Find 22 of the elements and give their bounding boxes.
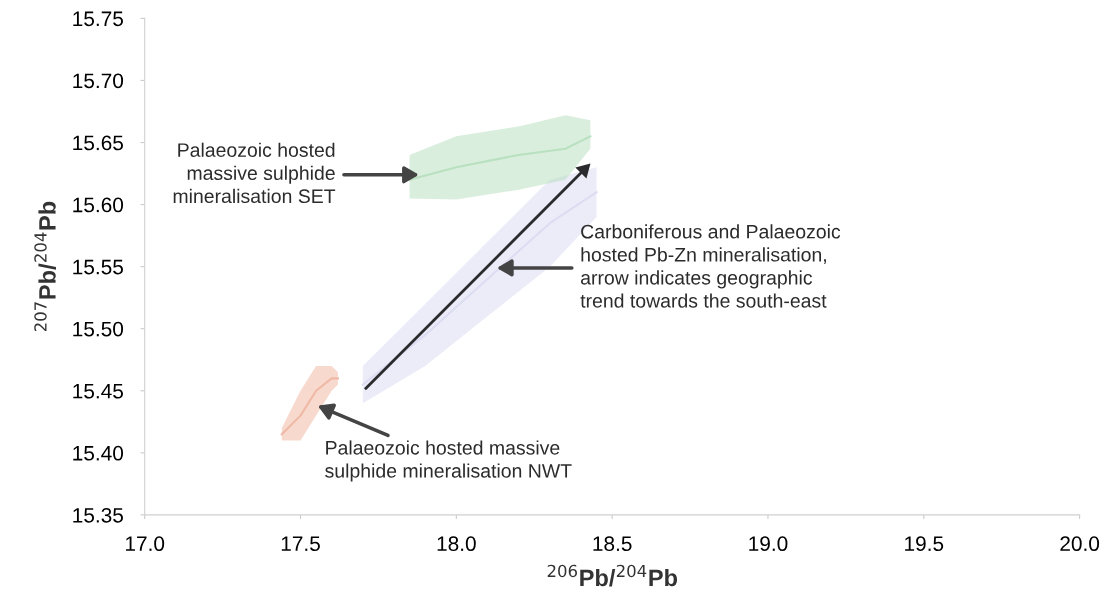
x-tick-label: 18.0 [437,536,476,552]
y-tick-label: 15.40 [73,445,124,461]
y-tick-label: 15.45 [73,384,123,399]
annotation: Palaeozoic hosted massive sulphide mineralisation NWT [325,440,572,482]
y-tick-label: 15.55 [73,259,123,275]
y-tick-label: 15.75 [73,11,123,27]
x-axis-title: $^{206}$Pb/$^{204}$Pb [547,564,678,587]
y-tick-label: 15.65 [73,135,123,151]
y-tick-label: 15.35 [73,507,123,523]
x-tick-label: 19.5 [905,536,944,552]
x-tick-label: 19.0 [749,536,788,552]
y-tick-label: 15.60 [73,197,124,213]
y-axis-title: $^{207}$Pb/$^{204}$Pb [34,201,57,332]
y-tick-label: 15.70 [73,73,124,89]
x-tick-label: 17.0 [126,536,165,552]
x-tick-label: 20.0 [1060,536,1100,552]
line-series [280,377,339,436]
y-tick-label: 15.50 [73,321,124,337]
x-tick-label: 17.5 [281,536,320,552]
annotation: Palaeozoic hosted massive sulphide mineralisation SET [173,142,336,204]
x-tick-label: 18.5 [593,536,632,552]
annotation: Carboniferous and Palaeozoic hosted Pb-Zn mineralisation, arrow indicates geographic trend towards the south-east [580,224,841,308]
